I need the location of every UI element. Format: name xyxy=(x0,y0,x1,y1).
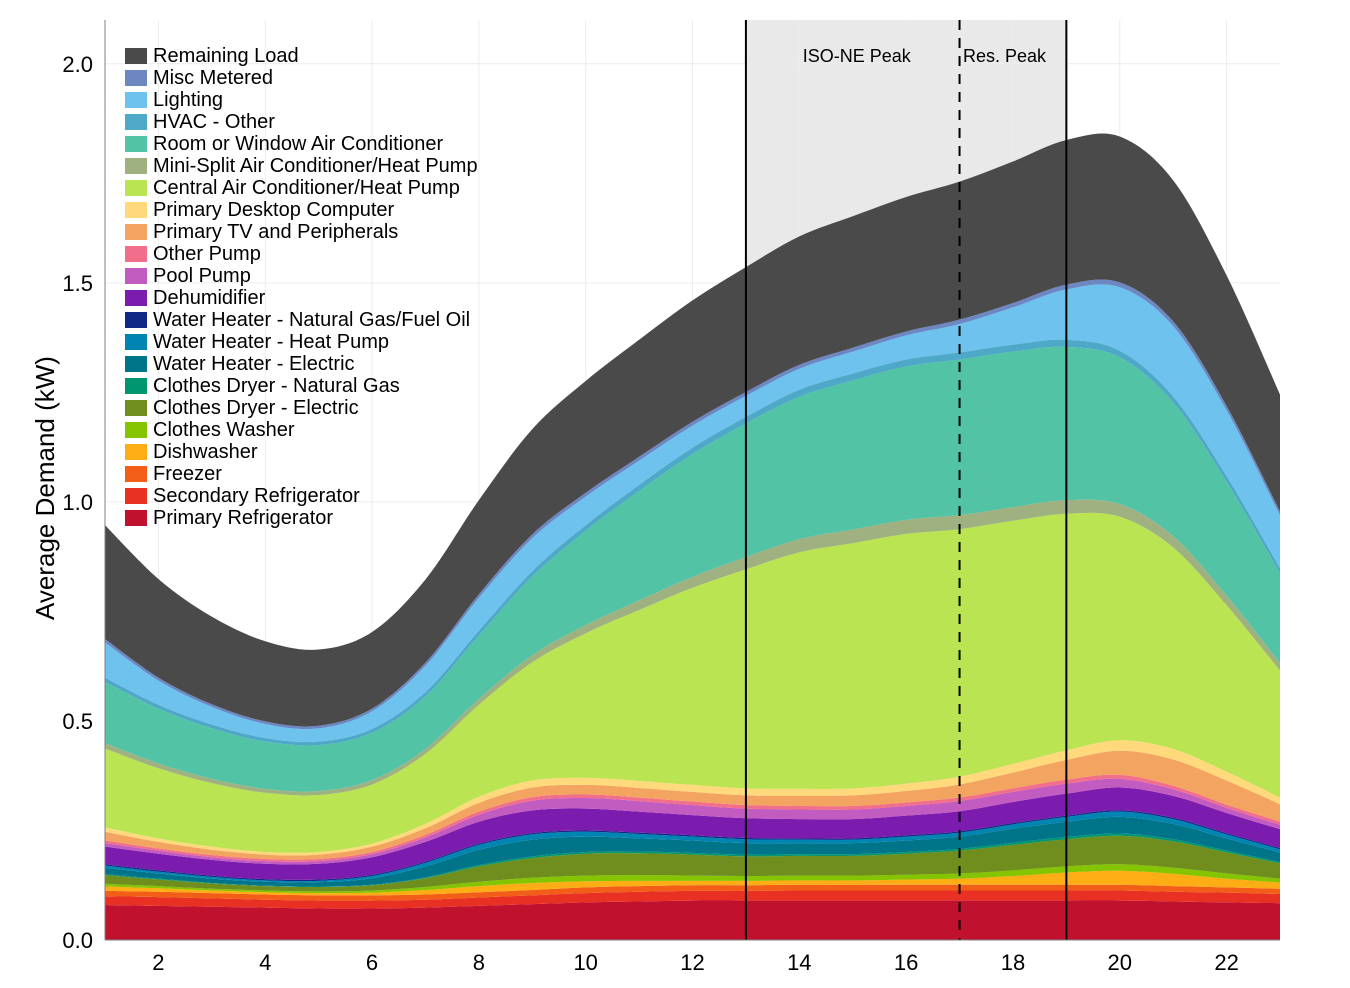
legend-item: Clothes Dryer - Electric xyxy=(125,397,478,419)
legend-swatch xyxy=(125,246,147,262)
svg-text:14: 14 xyxy=(787,950,811,975)
legend-item: Primary TV and Peripherals xyxy=(125,221,478,243)
legend-label: Central Air Conditioner/Heat Pump xyxy=(153,177,460,199)
legend-label: Clothes Washer xyxy=(153,419,295,441)
legend-item: Pool Pump xyxy=(125,265,478,287)
legend-swatch xyxy=(125,510,147,526)
legend-label: Water Heater - Heat Pump xyxy=(153,331,389,353)
legend-swatch xyxy=(125,48,147,64)
legend-label: HVAC - Other xyxy=(153,111,275,133)
svg-text:4: 4 xyxy=(259,950,271,975)
legend-swatch xyxy=(125,136,147,152)
legend-swatch xyxy=(125,180,147,196)
legend-swatch xyxy=(125,444,147,460)
legend-swatch xyxy=(125,312,147,328)
legend-label: Clothes Dryer - Natural Gas xyxy=(153,375,400,397)
legend-item: Central Air Conditioner/Heat Pump xyxy=(125,177,478,199)
legend-label: Water Heater - Natural Gas/Fuel Oil xyxy=(153,309,470,331)
legend-label: Primary Desktop Computer xyxy=(153,199,394,221)
svg-text:0.0: 0.0 xyxy=(62,928,93,953)
legend-label: Lighting xyxy=(153,89,223,111)
legend-label: Primary TV and Peripherals xyxy=(153,221,398,243)
legend-item: Other Pump xyxy=(125,243,478,265)
legend-item: Dehumidifier xyxy=(125,287,478,309)
legend-label: Dehumidifier xyxy=(153,287,265,309)
legend-swatch xyxy=(125,290,147,306)
legend-label: Pool Pump xyxy=(153,265,251,287)
legend-swatch xyxy=(125,70,147,86)
legend-item: Primary Refrigerator xyxy=(125,507,478,529)
peak-label: Res. Peak xyxy=(963,46,1046,67)
legend-item: Mini-Split Air Conditioner/Heat Pump xyxy=(125,155,478,177)
legend-label: Clothes Dryer - Electric xyxy=(153,397,359,419)
legend-swatch xyxy=(125,92,147,108)
legend-item: Clothes Washer xyxy=(125,419,478,441)
legend-label: Primary Refrigerator xyxy=(153,507,333,529)
legend-item: Freezer xyxy=(125,463,478,485)
legend-swatch xyxy=(125,268,147,284)
peak-label: ISO-NE Peak xyxy=(803,46,911,67)
legend-label: Other Pump xyxy=(153,243,261,265)
legend-item: Clothes Dryer - Natural Gas xyxy=(125,375,478,397)
legend-item: Water Heater - Electric xyxy=(125,353,478,375)
svg-text:2: 2 xyxy=(152,950,164,975)
legend-item: Primary Desktop Computer xyxy=(125,199,478,221)
svg-text:16: 16 xyxy=(894,950,918,975)
legend-label: Water Heater - Electric xyxy=(153,353,355,375)
svg-text:10: 10 xyxy=(573,950,597,975)
legend-item: Water Heater - Heat Pump xyxy=(125,331,478,353)
legend-item: Secondary Refrigerator xyxy=(125,485,478,507)
legend-swatch xyxy=(125,378,147,394)
legend-label: Dishwasher xyxy=(153,441,257,463)
svg-text:6: 6 xyxy=(366,950,378,975)
legend-item: Misc Metered xyxy=(125,67,478,89)
legend-swatch xyxy=(125,488,147,504)
svg-text:2.0: 2.0 xyxy=(62,52,93,77)
svg-text:22: 22 xyxy=(1214,950,1238,975)
legend-label: Misc Metered xyxy=(153,67,273,89)
legend-swatch xyxy=(125,356,147,372)
legend-item: Remaining Load xyxy=(125,45,478,67)
legend-label: Mini-Split Air Conditioner/Heat Pump xyxy=(153,155,478,177)
chart-legend: Remaining LoadMisc MeteredLightingHVAC -… xyxy=(125,45,478,529)
legend-item: HVAC - Other xyxy=(125,111,478,133)
legend-label: Freezer xyxy=(153,463,222,485)
svg-text:8: 8 xyxy=(473,950,485,975)
legend-swatch xyxy=(125,334,147,350)
legend-item: Lighting xyxy=(125,89,478,111)
legend-swatch xyxy=(125,400,147,416)
y-axis-title: Average Demand (kW) xyxy=(30,356,61,620)
svg-text:1.0: 1.0 xyxy=(62,490,93,515)
legend-label: Remaining Load xyxy=(153,45,299,67)
svg-text:0.5: 0.5 xyxy=(62,709,93,734)
legend-label: Secondary Refrigerator xyxy=(153,485,360,507)
legend-swatch xyxy=(125,114,147,130)
svg-text:20: 20 xyxy=(1108,950,1132,975)
legend-swatch xyxy=(125,466,147,482)
legend-label: Room or Window Air Conditioner xyxy=(153,133,443,155)
demand-chart: 2 4 6 8 10 12 14 16 18 20 22 0.0 0.5 1.0 1.5 2.0 Averag… xyxy=(0,0,1350,988)
svg-text:18: 18 xyxy=(1001,950,1025,975)
legend-swatch xyxy=(125,422,147,438)
legend-item: Dishwasher xyxy=(125,441,478,463)
svg-text:1.5: 1.5 xyxy=(62,271,93,296)
legend-swatch xyxy=(125,158,147,174)
legend-item: Room or Window Air Conditioner xyxy=(125,133,478,155)
legend-swatch xyxy=(125,202,147,218)
legend-item: Water Heater - Natural Gas/Fuel Oil xyxy=(125,309,478,331)
svg-text:12: 12 xyxy=(680,950,704,975)
legend-swatch xyxy=(125,224,147,240)
